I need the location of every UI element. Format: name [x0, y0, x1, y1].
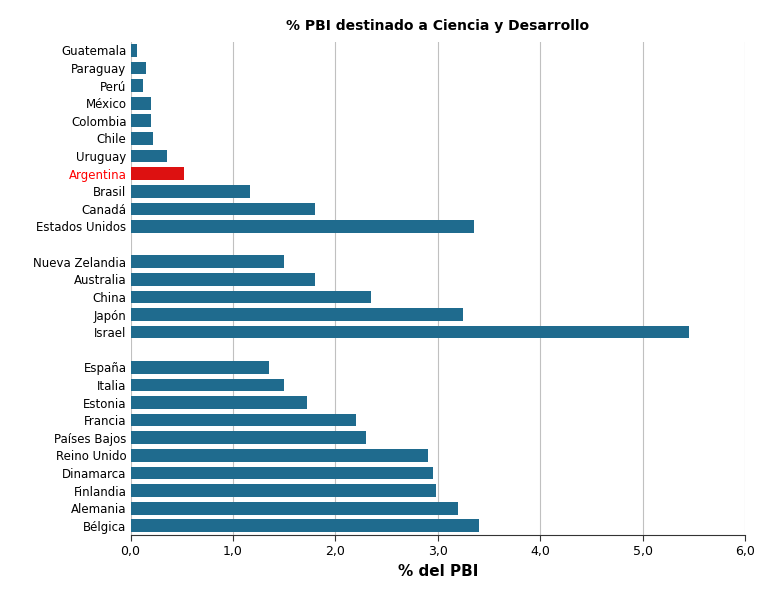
Bar: [131, 520, 478, 532]
Bar: [131, 308, 463, 321]
Bar: [131, 414, 356, 426]
Bar: [131, 396, 306, 409]
Bar: [131, 502, 458, 514]
Bar: [131, 79, 143, 92]
Bar: [131, 185, 250, 198]
Bar: [131, 97, 151, 109]
Bar: [131, 255, 284, 268]
Bar: [131, 378, 284, 391]
Bar: [131, 203, 315, 215]
Bar: [131, 168, 184, 180]
Bar: [131, 115, 151, 127]
Bar: [131, 273, 315, 286]
Bar: [131, 44, 137, 56]
Bar: [131, 361, 269, 374]
Bar: [131, 220, 474, 233]
Bar: [131, 62, 146, 74]
Bar: [131, 290, 371, 303]
Title: % PBI destinado a Ciencia y Desarrollo: % PBI destinado a Ciencia y Desarrollo: [286, 20, 589, 33]
Bar: [131, 132, 153, 145]
Bar: [131, 431, 366, 444]
Bar: [131, 467, 432, 479]
X-axis label: % del PBI: % del PBI: [398, 564, 478, 579]
Bar: [131, 449, 428, 462]
Bar: [131, 484, 435, 497]
Bar: [131, 326, 689, 339]
Bar: [131, 150, 167, 162]
